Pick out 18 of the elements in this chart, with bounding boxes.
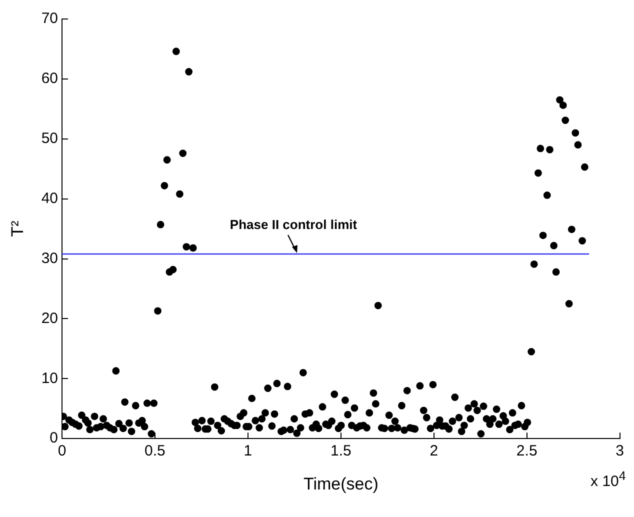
y-tick-label: 40 <box>41 190 58 207</box>
x-axis-title: Time(sec) <box>303 474 378 494</box>
x-tick-label: 3 <box>616 442 624 460</box>
y-tick-label: 60 <box>41 70 58 88</box>
x-tick-label: 1 <box>244 442 252 460</box>
x-tick-label: 1.5 <box>330 442 352 460</box>
text: x 10$^{4}$ <box>590 468 626 490</box>
x-tick-label: 0.5 <box>144 442 166 460</box>
y-axis-title: T² <box>8 220 27 237</box>
y-tick-label: 30 <box>41 250 58 267</box>
y-tick-label: 70 <box>41 10 58 28</box>
x-tick-label: 2 <box>430 442 438 460</box>
x-tick-label: 2.5 <box>516 442 538 460</box>
y-tick-label: 0 <box>50 430 58 447</box>
ref-line-label: Phase II control limit <box>230 217 358 232</box>
y-tick-label: 10 <box>41 370 58 387</box>
y-tick-label: 20 <box>41 310 58 327</box>
y-tick-label: 50 <box>41 130 58 148</box>
